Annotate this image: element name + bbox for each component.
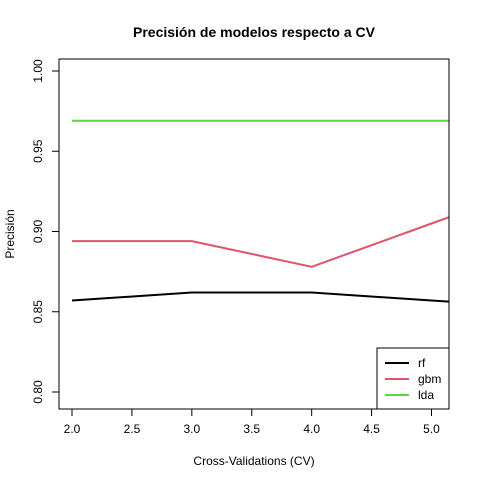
y-tick-label-0-85: 0.85: [31, 300, 45, 324]
x-tick-label-4-0: 4.0: [303, 422, 320, 436]
x-tick-label-2-5: 2.5: [124, 422, 141, 436]
chart-title: Precisión de modelos respecto a CV: [133, 24, 376, 40]
x-tick-label-3-0: 3.0: [183, 422, 200, 436]
x-tick-label-5-0: 5.0: [423, 422, 440, 436]
legend: rf gbm lda: [376, 347, 450, 410]
x-axis: 2.0 2.5 3.0 3.5 4.0 4.5 5.0: [64, 408, 440, 436]
y-axis: 0.80 0.85 0.90 0.95 1.00: [31, 59, 60, 404]
series-line-rf: [71, 291, 449, 303]
x-axis-label: Cross-Validations (CV): [193, 454, 314, 468]
legend-label-rf: rf: [418, 356, 426, 370]
y-tick-label-0-90: 0.90: [31, 219, 45, 243]
x-tick-label-3-5: 3.5: [243, 422, 260, 436]
legend-label-gbm: gbm: [418, 372, 441, 386]
series-line-gbm: [72, 216, 449, 268]
y-tick-label-1-00: 1.00: [31, 59, 45, 83]
legend-label-lda: lda: [418, 388, 434, 402]
y-tick-label-0-80: 0.80: [31, 380, 45, 404]
y-tick-label-0-95: 0.95: [31, 139, 45, 163]
x-tick-label-4-5: 4.5: [363, 422, 380, 436]
y-axis-label: Precisión: [3, 209, 17, 258]
series-layer: [71, 119, 449, 303]
x-tick-label-2-0: 2.0: [64, 422, 81, 436]
